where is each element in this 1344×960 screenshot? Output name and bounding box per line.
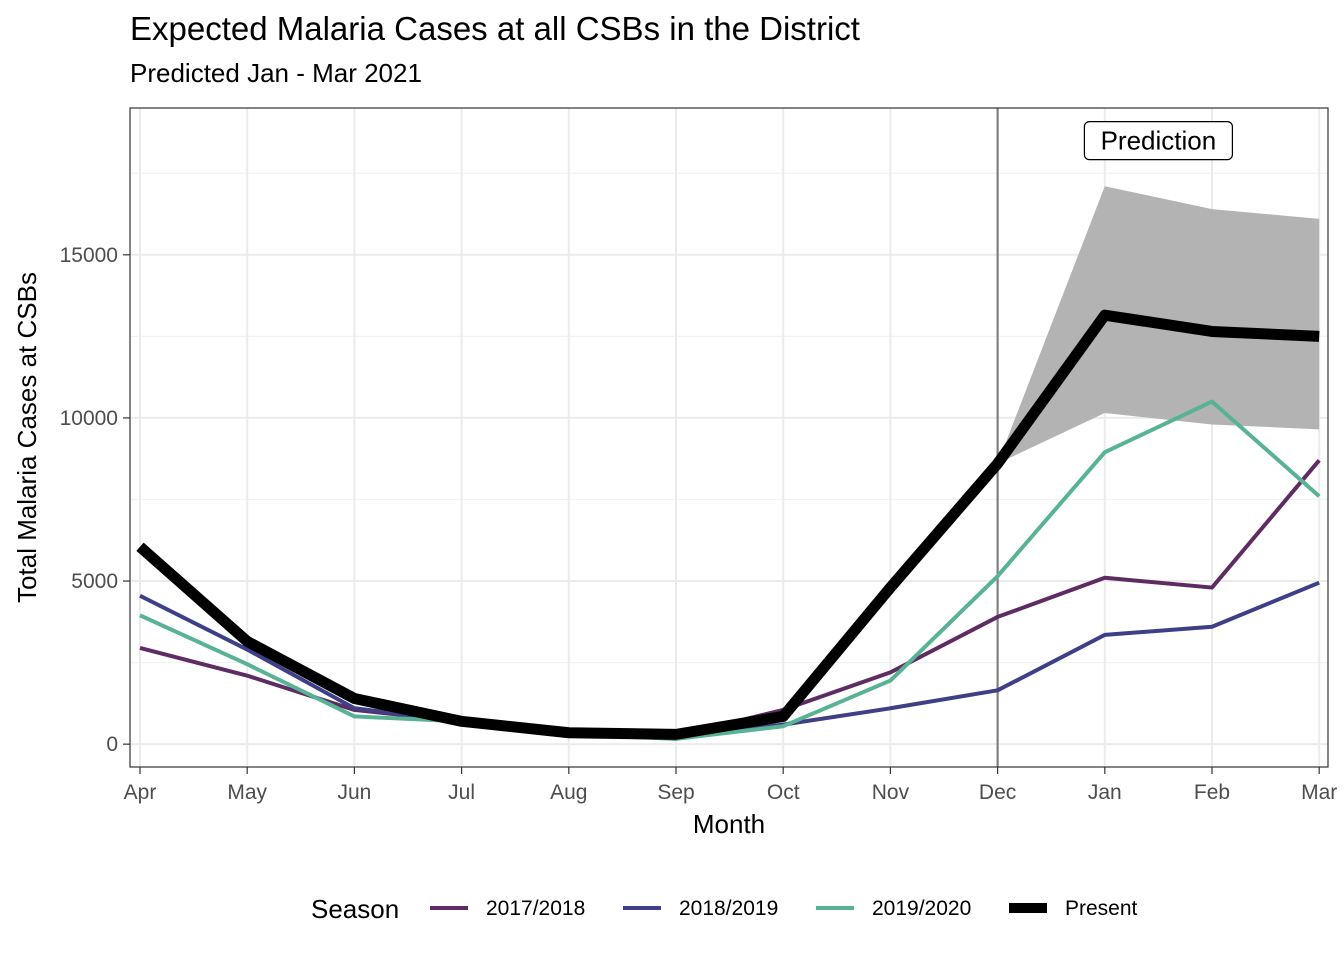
chart-title: Expected Malaria Cases at all CSBs in th… <box>130 10 860 47</box>
legend-label: 2018/2019 <box>679 897 778 920</box>
panel-border <box>129 107 1329 768</box>
series-layer <box>136 309 1321 741</box>
y-tick-label: 5000 <box>71 570 118 593</box>
y-tick-label: 0 <box>106 733 118 756</box>
series-line-present <box>136 309 1320 740</box>
x-tick-label: Jul <box>448 781 475 804</box>
x-tick-label: Dec <box>979 781 1016 804</box>
x-tick-label: Nov <box>872 781 910 804</box>
x-tick-label: Oct <box>767 781 800 804</box>
x-tick-label: May <box>227 781 267 804</box>
y-tick-label: 15000 <box>60 244 118 267</box>
annotation-label: Prediction <box>1101 126 1217 156</box>
legend-title: Season <box>311 894 399 924</box>
x-axis-title: Month <box>693 809 765 839</box>
annotation-box <box>1083 121 1234 161</box>
x-tick-label: Mar <box>1301 781 1337 804</box>
chart-subtitle: Predicted Jan - Mar 2021 <box>130 58 422 88</box>
x-tick-label: Aug <box>550 781 587 804</box>
y-tick-labels: 0 5000 10000 15000 <box>60 244 118 756</box>
axis-ticks <box>123 254 1320 774</box>
legend-label: 2017/2018 <box>486 897 585 920</box>
series-line-2017-2018 <box>139 459 1321 739</box>
legend-label: 2019/2020 <box>872 897 971 920</box>
x-tick-label: Sep <box>657 781 694 804</box>
annotation-layer: Prediction <box>1083 121 1234 161</box>
series-line-2018-2019 <box>139 580 1320 739</box>
legend: Season 2017/2018 2018/2019 2019/2020 Presen… <box>311 894 1138 924</box>
x-tick-label: Apr <box>124 781 157 804</box>
y-axis-title: Total Malaria Cases at CSBs <box>12 272 42 603</box>
x-tick-label: Jan <box>1088 781 1122 804</box>
series-line-2019-2020 <box>139 399 1321 741</box>
y-tick-label: 10000 <box>60 407 118 430</box>
legend-label: Present <box>1065 897 1138 920</box>
x-tick-label: Feb <box>1194 781 1230 804</box>
x-tick-label: Jun <box>337 781 371 804</box>
x-tick-labels: Apr May Jun Jul Aug Sep Oct Nov Dec Jan Feb Mar <box>124 781 1338 804</box>
